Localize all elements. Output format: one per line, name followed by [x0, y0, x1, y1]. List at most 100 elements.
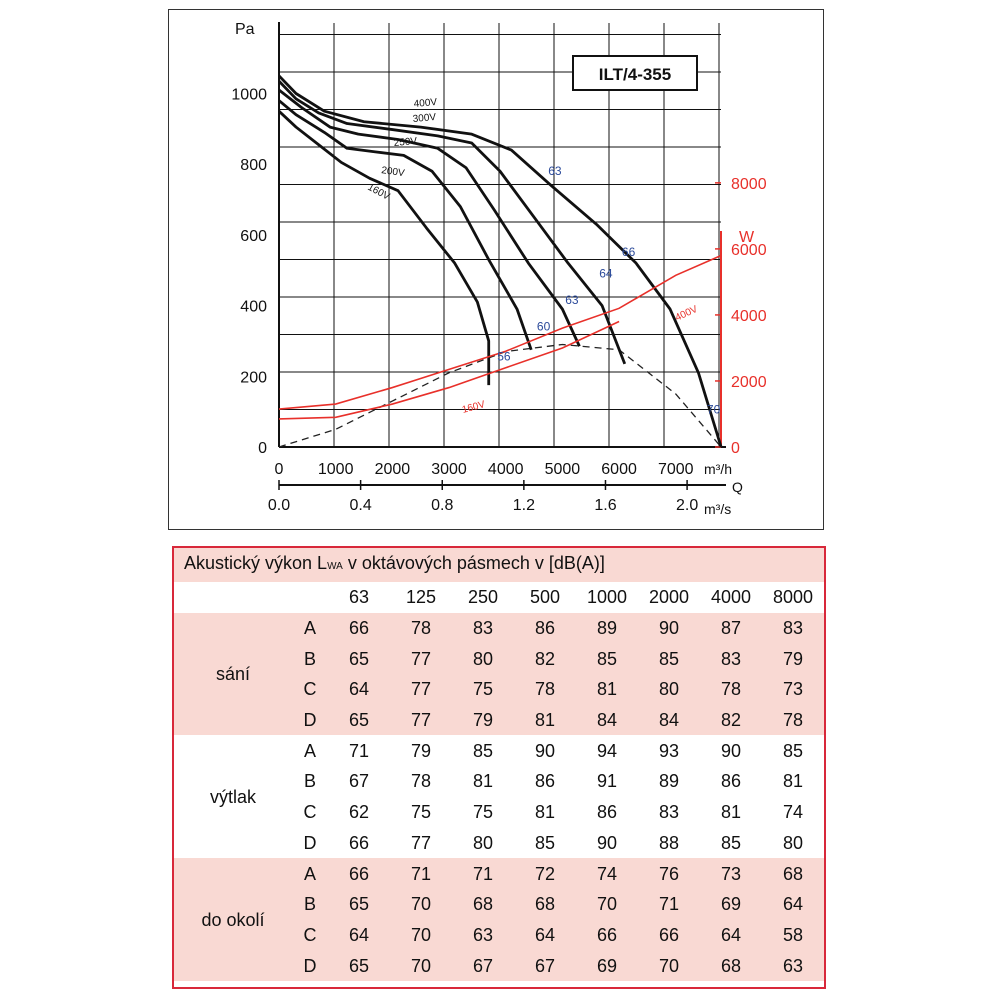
table-cell: 64 [700, 919, 762, 951]
table-cell: 85 [762, 735, 824, 767]
table-title: Akustický výkon LWA v oktávových pásmech… [174, 548, 824, 582]
table-row: B 65 70 68 68 70 71 69 64 [174, 888, 824, 920]
band-header: 1000 [576, 582, 638, 613]
noise-label: 60 [537, 319, 551, 333]
title-box [572, 55, 698, 91]
band-header: 4000 [700, 582, 762, 613]
band-header: 63 [328, 582, 390, 613]
band-header: 125 [390, 582, 452, 613]
title-sub: WA [327, 561, 343, 572]
table-cell: 66 [638, 919, 700, 951]
x-label-q: Q [732, 479, 743, 495]
table-cell: 89 [576, 612, 638, 644]
y-tick-pa: 1000 [231, 87, 267, 104]
table-cell: 71 [328, 735, 390, 767]
table-cell: 62 [328, 796, 390, 828]
pressure-curve [278, 99, 533, 351]
table-cell: 66 [576, 919, 638, 951]
table-cell: 79 [762, 643, 824, 675]
table-cell: 70 [576, 888, 638, 920]
band-header: 500 [514, 582, 576, 613]
table-cell: 65 [328, 643, 390, 675]
table-cell: 83 [638, 796, 700, 828]
table-cell: 69 [576, 950, 638, 981]
pressure-curve [277, 74, 723, 448]
table-row: do okolí A 66 71 71 72 74 76 73 68 [174, 858, 824, 981]
table-cell: 80 [638, 674, 700, 705]
table-cell: 64 [514, 919, 576, 951]
table-cell: 63 [762, 950, 824, 981]
table-cell: 90 [700, 735, 762, 767]
table-cell: 70 [390, 919, 452, 951]
table-cell: 82 [700, 704, 762, 736]
table-cell: 83 [700, 643, 762, 675]
x-label-bottom: m³/s [704, 501, 731, 517]
table-cell: 80 [452, 643, 514, 675]
table-cell: 77 [390, 827, 452, 859]
table-cell: 86 [700, 766, 762, 797]
table-cell: 67 [452, 950, 514, 981]
table-row: D 65 77 79 81 84 84 82 78 [174, 704, 824, 736]
row-label: B [292, 643, 328, 675]
table-cell: 79 [452, 704, 514, 736]
noise-label: 63 [548, 164, 562, 178]
x-tick-m3s: 2.0 [676, 497, 698, 514]
acoustic-power-table: Akustický výkon LWA v oktávových pásmech… [174, 548, 824, 981]
table-cell: 85 [700, 827, 762, 859]
table-cell: 75 [452, 674, 514, 705]
table-cell: 58 [762, 919, 824, 951]
table-cell: 68 [762, 858, 824, 889]
table-cell: 71 [638, 888, 700, 920]
series-label: 400V [413, 97, 438, 110]
table-title-row: Akustický výkon LWA v oktávových pásmech… [174, 548, 824, 582]
row-label: A [292, 858, 328, 889]
table-cell: 67 [514, 950, 576, 981]
y-tick-w: 4000 [731, 308, 767, 325]
table-row: C 64 70 63 64 66 66 64 58 [174, 919, 824, 951]
row-label: C [292, 919, 328, 951]
table-cell: 64 [328, 674, 390, 705]
x-tick-m3h: 7000 [658, 461, 694, 478]
table-cell: 85 [514, 827, 576, 859]
table-cell: 87 [700, 612, 762, 644]
table-cell: 84 [576, 704, 638, 736]
series-label: 300V [412, 112, 437, 125]
row-label: C [292, 674, 328, 705]
y-left-label: Pa [235, 21, 255, 38]
band-header: 8000 [762, 582, 824, 613]
row-label: A [292, 612, 328, 644]
table-cell: 65 [328, 888, 390, 920]
table-cell: 85 [452, 735, 514, 767]
row-label: D [292, 827, 328, 859]
x-label-top: m³/h [704, 461, 732, 477]
table-cell: 80 [452, 827, 514, 859]
noise-label: 66 [622, 245, 636, 259]
table-cell: 68 [452, 888, 514, 920]
table-cell: 72 [514, 858, 576, 889]
chart-svg: PaWm³/hQm³/s0200400600800100002000400060… [231, 21, 767, 517]
power-label-400v: 400V [674, 304, 700, 324]
table-cell: 90 [576, 827, 638, 859]
pressure-curve [278, 110, 491, 386]
x-tick-m3h: 6000 [601, 461, 637, 478]
table-cell: 78 [390, 612, 452, 644]
table-cell: 68 [700, 950, 762, 981]
pressure-curve [277, 80, 627, 365]
band-header: 250 [452, 582, 514, 613]
table-cell: 77 [390, 674, 452, 705]
table-cell: 94 [576, 735, 638, 767]
y-tick-w: 0 [731, 440, 740, 457]
table-cell: 77 [390, 704, 452, 736]
y-tick-pa: 600 [240, 228, 267, 245]
y-tick-w: 8000 [731, 176, 767, 193]
table-cell: 66 [328, 858, 390, 889]
acoustic-table: Akustický výkon LWA v oktávových pásmech… [172, 546, 826, 989]
pressure-curve [278, 88, 581, 347]
title-prefix: Akustický výkon L [184, 553, 328, 573]
table-cell: 70 [390, 950, 452, 981]
row-label: A [292, 735, 328, 767]
table-cell: 77 [390, 643, 452, 675]
x-tick-m3s: 0.4 [349, 497, 371, 514]
table-cell: 81 [514, 796, 576, 828]
